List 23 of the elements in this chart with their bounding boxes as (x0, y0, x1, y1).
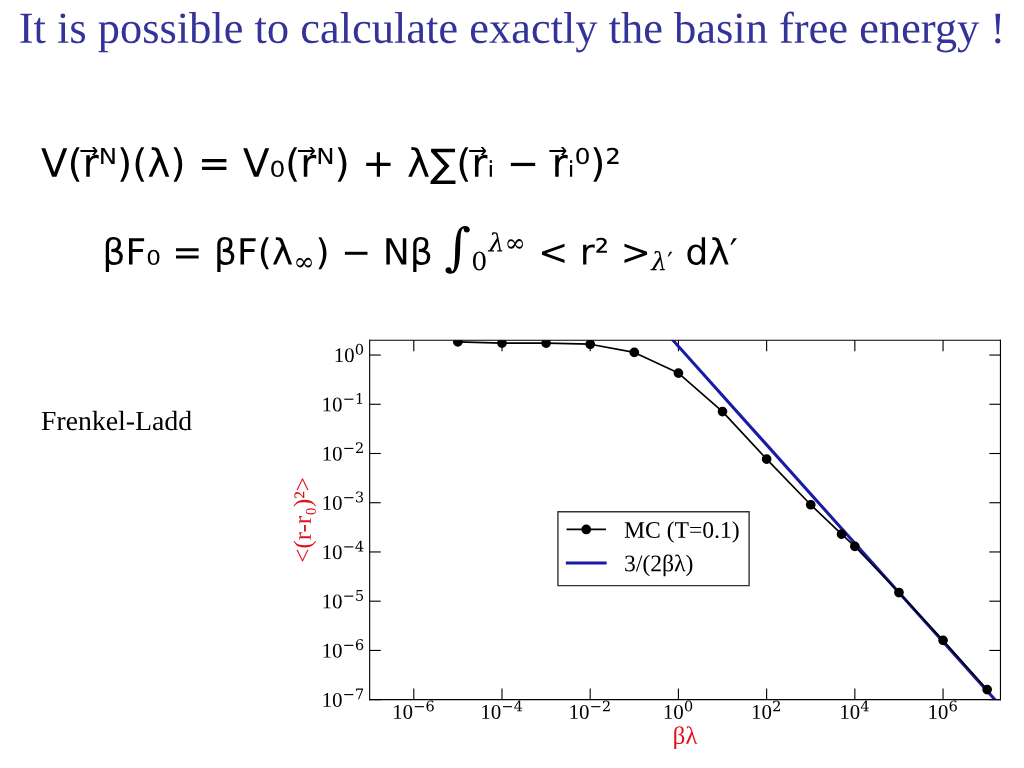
y-tick-label: 10$^{−2}$ (323, 442, 363, 461)
text: Frenkel-Ladd (41, 410, 192, 431)
x-tick-label: 10$^{4}$ (841, 700, 869, 720)
y-tick-label: 10$^{−3}$ (323, 491, 364, 511)
x-tick-label: 10$^{−2}$ (570, 700, 610, 720)
x-tick-label: 10$^{−6}$ (394, 700, 434, 720)
y-tick-label: 10$^{0}$ (335, 343, 364, 363)
x-tick-label: 10$^{−4}$ (482, 700, 523, 720)
legend-label: MC (T=0.1) (624, 521, 739, 543)
y-axis-title: <(r-r₀)²> (293, 478, 317, 562)
legend-label: 3/(2βλ) (625, 554, 693, 577)
text: βF₀ = βF(λ$_{∞}$) − Nβ ∫$_{0}$$^{λ∞}$ < r² >$_{λ′}$ dλ′ (105, 225, 738, 274)
y-tick-label: 10$^{−7}$ (323, 688, 364, 707)
chart-title: It is possible to calculate exactly the basin free energy ! (20, 11, 1001, 53)
x-tick-label: 10$^{2}$ (752, 700, 780, 720)
y-tick-label: 10$^{−6}$ (323, 639, 364, 658)
y-tick-label: 10$^{−5}$ (323, 590, 364, 609)
x-axis-title: βλ (674, 726, 698, 750)
y-tick-label: 10$^{−1}$ (323, 392, 363, 412)
text: V(r⃗ᴺ)(λ) = V₀(r⃗ᴺ) + λ∑(r⃗ᵢ − r⃗ᵢ⁰)² (41, 147, 619, 185)
x-tick-label: 10$^{6}$ (929, 700, 957, 720)
y-tick-label: 10$^{−4}$ (323, 540, 364, 560)
x-tick-label: 10$^{0}$ (664, 700, 693, 720)
